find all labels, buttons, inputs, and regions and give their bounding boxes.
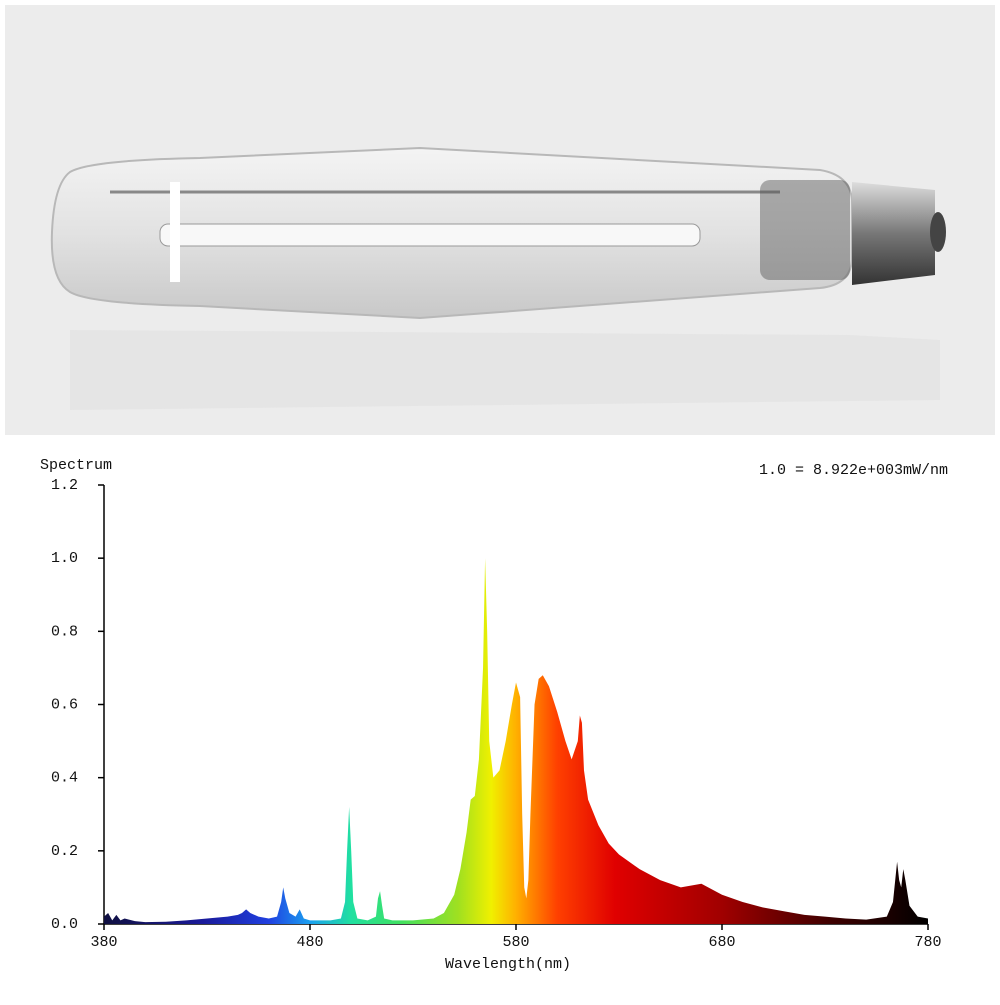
x-tick-label: 680 [708, 934, 735, 951]
lamp-photo [5, 5, 995, 435]
x-tick-label: 780 [914, 934, 941, 951]
y-tick-label: 1.2 [51, 477, 78, 494]
y-tick-label: 0.6 [51, 696, 78, 713]
y-axis-label: Spectrum [40, 457, 112, 474]
bulb-reflection [70, 330, 940, 410]
x-tick-label: 480 [296, 934, 323, 951]
arc-tube [159, 223, 701, 247]
x-tick-label: 380 [90, 934, 117, 951]
support-clip [170, 182, 180, 282]
y-tick-label: 0.4 [51, 770, 78, 787]
scale-annotation: 1.0 = 8.922e+003mW/nm [759, 462, 948, 479]
x-axis-label: Wavelength(nm) [445, 956, 571, 973]
y-tick-label: 0.0 [51, 916, 78, 933]
x-tick-label: 580 [502, 934, 529, 951]
spectrum-chart: Spectrum 1.0 = 8.922e+003mW/nm Wavelengt… [40, 457, 948, 973]
spectrum-area [104, 558, 928, 924]
lamp-neck [760, 180, 850, 280]
y-tick-label: 0.2 [51, 843, 78, 860]
lamp-base [852, 182, 935, 285]
y-tick-label: 1.0 [51, 550, 78, 567]
base-contact [930, 212, 946, 252]
y-tick-label: 0.8 [51, 623, 78, 640]
